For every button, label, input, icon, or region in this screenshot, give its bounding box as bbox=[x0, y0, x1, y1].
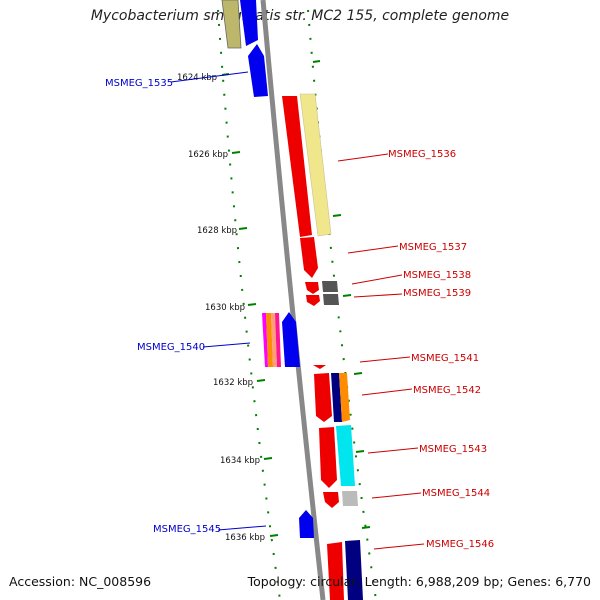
gene-label-msmeg-1546[interactable]: MSMEG_1546 bbox=[426, 539, 494, 550]
gene-arrow-msmeg-1544[interactable] bbox=[323, 492, 339, 508]
gene-label-msmeg-1536[interactable]: MSMEG_1536 bbox=[388, 149, 456, 160]
gene-arrow-msmeg-1545[interactable] bbox=[299, 510, 314, 538]
gene-arrow-msmeg-1535[interactable] bbox=[248, 44, 268, 97]
tick-label: 1626 kbp bbox=[188, 150, 228, 160]
tick-mark bbox=[256, 379, 266, 382]
gene-label-msmeg-1537[interactable]: MSMEG_1537 bbox=[399, 242, 467, 253]
accession-text: Accession: NC_008596 bbox=[9, 574, 152, 589]
tick-label: 1630 kbp bbox=[205, 303, 245, 313]
leader-line bbox=[217, 525, 267, 531]
outer-tick-marks bbox=[312, 60, 371, 529]
tick-mark bbox=[332, 214, 342, 217]
gene-arrow-msmeg-1540[interactable] bbox=[275, 313, 281, 367]
gene-arrow-msmeg-1546[interactable] bbox=[345, 540, 363, 600]
outer-dotted-guide bbox=[307, 9, 377, 600]
leader-line bbox=[337, 153, 389, 162]
gene-arrow-msmeg-1543[interactable] bbox=[336, 425, 355, 486]
gene-arrow[interactable] bbox=[240, 0, 258, 46]
gene-arrow-msmeg-1539[interactable] bbox=[323, 294, 339, 305]
gene-arrow-msmeg-1538[interactable] bbox=[305, 282, 319, 294]
gene-label-msmeg-1538[interactable]: MSMEG_1538 bbox=[403, 270, 471, 281]
gene-arrow-msmeg-1536[interactable] bbox=[282, 96, 312, 237]
tick-label: 1634 kbp bbox=[220, 456, 260, 466]
leader-line bbox=[361, 388, 413, 396]
tick-mark bbox=[231, 151, 241, 154]
gene-label-msmeg-1544[interactable]: MSMEG_1544 bbox=[422, 488, 490, 499]
gene-label-msmeg-1540[interactable]: MSMEG_1540 bbox=[137, 342, 205, 353]
tick-mark bbox=[238, 227, 248, 230]
tick-label: 1632 kbp bbox=[213, 378, 253, 388]
gene-arrow-msmeg-1544[interactable] bbox=[342, 491, 358, 506]
tick-labels: 1624 kbp 1626 kbp 1628 kbp 1630 kbp 1632… bbox=[177, 73, 265, 543]
leader-line bbox=[347, 245, 399, 254]
gene-label-msmeg-1543[interactable]: MSMEG_1543 bbox=[419, 444, 487, 455]
tick-mark bbox=[361, 526, 371, 529]
reverse-strand-features bbox=[221, 0, 314, 538]
genome-backbone bbox=[260, 0, 326, 600]
gene-arrow-msmeg-1537[interactable] bbox=[300, 237, 318, 278]
leader-line bbox=[367, 447, 419, 454]
gene-labels: MSMEG_1535 MSMEG_1536 MSMEG_1537 MSMEG_1… bbox=[105, 78, 494, 550]
genome-title: Mycobacterium smegmatis str. MC2 155, co… bbox=[90, 8, 510, 24]
topology-text: Topology: circular; Length: 6,988,209 bp… bbox=[247, 574, 591, 589]
gene-arrow-msmeg-1540[interactable] bbox=[266, 313, 273, 367]
gene-arrow[interactable] bbox=[221, 0, 242, 49]
leader-line bbox=[371, 492, 422, 499]
tick-mark bbox=[355, 450, 365, 453]
forward-strand-features bbox=[282, 93, 363, 600]
gene-label-msmeg-1541[interactable]: MSMEG_1541 bbox=[411, 353, 479, 364]
gene-arrow-msmeg-1539[interactable] bbox=[306, 295, 320, 306]
tick-mark bbox=[312, 60, 321, 63]
leader-line bbox=[202, 342, 251, 348]
tick-mark bbox=[247, 303, 257, 306]
gene-label-msmeg-1545[interactable]: MSMEG_1545 bbox=[153, 524, 221, 535]
gene-arrow-msmeg-1536[interactable] bbox=[299, 93, 332, 237]
gene-arrow[interactable] bbox=[282, 312, 300, 367]
leader-line bbox=[373, 543, 425, 550]
tick-label: 1636 kbp bbox=[225, 533, 265, 543]
leader-line bbox=[170, 71, 249, 83]
tick-label: 1628 kbp bbox=[197, 226, 237, 236]
tick-mark bbox=[263, 457, 273, 460]
gene-arrow-msmeg-1542[interactable] bbox=[339, 373, 350, 422]
gene-arrow-msmeg-1546[interactable] bbox=[327, 542, 344, 600]
gene-arrow-msmeg-1538[interactable] bbox=[322, 281, 338, 292]
leader-lines bbox=[170, 71, 425, 550]
gene-label-msmeg-1535[interactable]: MSMEG_1535 bbox=[105, 78, 173, 89]
gene-arrow-msmeg-1543[interactable] bbox=[319, 427, 337, 488]
tick-label: 1624 kbp bbox=[177, 73, 217, 83]
tick-mark bbox=[342, 294, 352, 297]
tick-mark bbox=[353, 372, 363, 375]
leader-line bbox=[353, 293, 403, 298]
leader-line bbox=[351, 274, 403, 285]
gene-label-msmeg-1539[interactable]: MSMEG_1539 bbox=[403, 288, 471, 299]
gene-label-msmeg-1542[interactable]: MSMEG_1542 bbox=[413, 385, 481, 396]
leader-line bbox=[359, 356, 411, 363]
gene-arrow-msmeg-1541[interactable] bbox=[313, 365, 326, 369]
gene-arrow-msmeg-1542[interactable] bbox=[314, 373, 332, 422]
gene-arrow-msmeg-1542[interactable] bbox=[331, 373, 342, 422]
tick-mark bbox=[269, 534, 279, 537]
